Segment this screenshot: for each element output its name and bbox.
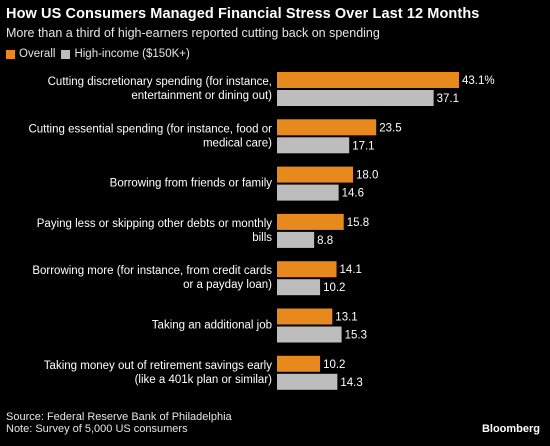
category-label-line: (like a 401k plan or similar) xyxy=(135,374,273,386)
bar-overall xyxy=(277,213,344,230)
data-label-overall: 23.5 xyxy=(379,122,401,134)
legend-swatch-high-income xyxy=(61,49,71,59)
data-label-overall: 14.1 xyxy=(340,264,362,276)
source-text: Source: Federal Reserve Bank of Philadel… xyxy=(6,411,232,423)
bar-high-income xyxy=(277,231,315,248)
legend-swatch-overall xyxy=(6,49,15,59)
bar-overall xyxy=(277,308,333,325)
data-label-high-income: 14.6 xyxy=(342,188,364,200)
category-label: Borrowing from friends or family xyxy=(110,178,273,190)
category-label-line: Borrowing from friends or family xyxy=(110,178,273,190)
category-label: Cutting essential spending (for instance… xyxy=(28,123,272,149)
data-label-overall: 10.2 xyxy=(323,359,345,371)
data-label-high-income: 10.2 xyxy=(323,282,345,294)
bar-high-income xyxy=(277,279,321,296)
bar-high-income xyxy=(277,373,338,390)
data-label-high-income: 8.8 xyxy=(317,235,333,247)
category-label-line: medical care) xyxy=(203,137,272,149)
data-label-overall: 43.1% xyxy=(462,75,495,87)
data-label-high-income: 14.3 xyxy=(340,377,362,389)
bar-overall xyxy=(277,261,337,278)
bar-overall xyxy=(277,166,353,183)
bar-high-income xyxy=(277,184,339,201)
legend-label-overall: Overall xyxy=(19,48,56,60)
category-label-line: Taking an additional job xyxy=(152,320,272,332)
category-label-line: Cutting discretionary spending (for inst… xyxy=(48,76,272,88)
category-label-line: bills xyxy=(252,232,272,244)
data-label-overall: 15.8 xyxy=(347,217,369,229)
data-label-overall: 13.1 xyxy=(335,312,357,324)
category-label: Cutting discretionary spending (for inst… xyxy=(48,76,273,102)
bar-high-income xyxy=(277,326,342,343)
note-text: Note: Survey of 5,000 US consumers xyxy=(6,423,188,435)
bar-overall xyxy=(277,355,321,372)
category-label-line: entertainment or dining out) xyxy=(131,90,272,102)
data-label-high-income: 37.1 xyxy=(437,93,459,105)
category-label-line: Taking money out of retirement savings e… xyxy=(44,360,272,372)
chart-title: How US Consumers Managed Financial Stres… xyxy=(6,6,480,22)
category-label-line: Cutting essential spending (for instance… xyxy=(28,123,272,135)
data-label-overall: 18.0 xyxy=(356,170,378,182)
category-label: Taking an additional job xyxy=(152,320,272,332)
category-label: Paying less or skipping other debts or m… xyxy=(37,218,272,244)
bar-overall xyxy=(277,119,377,136)
category-label: Borrowing more (for instance, from credi… xyxy=(32,265,272,291)
brand-logo: Bloomberg xyxy=(481,423,540,435)
bar-high-income xyxy=(277,137,350,154)
legend-item-high-income: High-income ($150K+) xyxy=(61,48,190,60)
category-label-line: Borrowing more (for instance, from credi… xyxy=(32,265,272,277)
legend: Overall High-income ($150K+) xyxy=(6,48,190,60)
bar-high-income xyxy=(277,90,434,106)
chart-subtitle: More than a third of high-earners report… xyxy=(6,26,380,40)
legend-label-high-income: High-income ($150K+) xyxy=(74,48,190,60)
data-label-high-income: 17.1 xyxy=(352,140,374,152)
category-label-line: Paying less or skipping other debts or m… xyxy=(37,218,272,230)
source-note: Source: Federal Reserve Bank of Philadel… xyxy=(6,411,232,435)
data-label-high-income: 15.3 xyxy=(345,330,367,342)
category-label-line: or a payday loan) xyxy=(183,279,272,291)
legend-item-overall: Overall xyxy=(6,48,55,60)
bar-overall xyxy=(277,72,459,88)
category-label: Taking money out of retirement savings e… xyxy=(44,360,272,386)
